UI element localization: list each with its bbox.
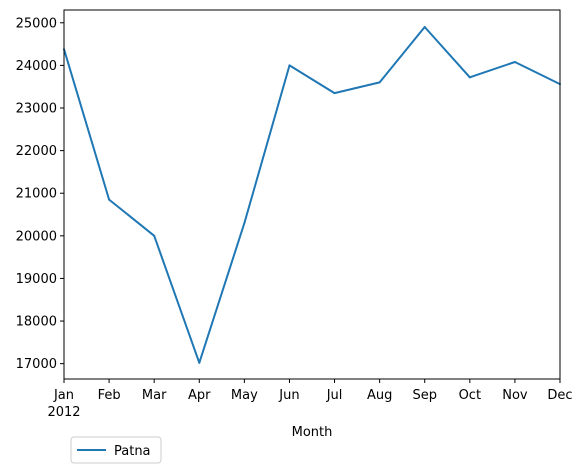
x-tick-label: Feb bbox=[98, 388, 121, 403]
legend-label-patna: Patna bbox=[114, 444, 151, 459]
x-axis-label: Month bbox=[292, 425, 333, 440]
x-tick-label: Oct bbox=[459, 388, 481, 403]
data-point bbox=[108, 198, 111, 201]
data-point bbox=[288, 64, 291, 67]
data-point bbox=[468, 76, 471, 79]
x-tick-label: Jul bbox=[326, 388, 343, 403]
x-tick-label: Jun bbox=[278, 388, 299, 403]
y-tick-label: 25000 bbox=[16, 16, 57, 31]
y-tick-label: 23000 bbox=[16, 102, 57, 117]
x-tick-label: Sep bbox=[412, 388, 437, 403]
data-point bbox=[513, 60, 516, 63]
y-axis-ticks: 17000 18000 19000 20000 21000 22000 23000 24000… bbox=[16, 16, 64, 372]
data-point bbox=[333, 92, 336, 95]
x-axis-ticks: Jan Feb Mar Apr May Jun Jul Aug Sep Oct Nov Dec bbox=[53, 379, 573, 403]
year-label: 2012 bbox=[47, 405, 80, 420]
x-tick-label: Jan bbox=[53, 388, 74, 403]
series-line-patna bbox=[63, 26, 561, 364]
y-tick-label: 17000 bbox=[16, 357, 57, 372]
x-tick-label: Apr bbox=[188, 388, 211, 403]
y-tick-label: 19000 bbox=[16, 272, 57, 287]
y-tick-label: 21000 bbox=[16, 187, 57, 202]
data-point bbox=[243, 222, 246, 225]
data-point bbox=[378, 81, 381, 84]
data-point bbox=[153, 234, 156, 237]
x-tick-label: Nov bbox=[502, 388, 528, 403]
legend: Patna bbox=[70, 436, 162, 464]
data-point bbox=[423, 26, 426, 29]
legend-box bbox=[70, 436, 162, 464]
data-point bbox=[198, 361, 201, 364]
y-tick-label: 24000 bbox=[16, 59, 57, 74]
x-tick-label: Aug bbox=[367, 388, 392, 403]
plot-frame bbox=[63, 9, 561, 380]
x-tick-label: Dec bbox=[547, 388, 572, 403]
y-tick-label: 18000 bbox=[16, 315, 57, 330]
x-tick-label: May bbox=[231, 388, 258, 403]
y-tick-label: 20000 bbox=[16, 229, 57, 244]
y-tick-label: 22000 bbox=[16, 144, 57, 159]
x-tick-label: Mar bbox=[142, 388, 167, 403]
series-lines bbox=[63, 26, 561, 364]
